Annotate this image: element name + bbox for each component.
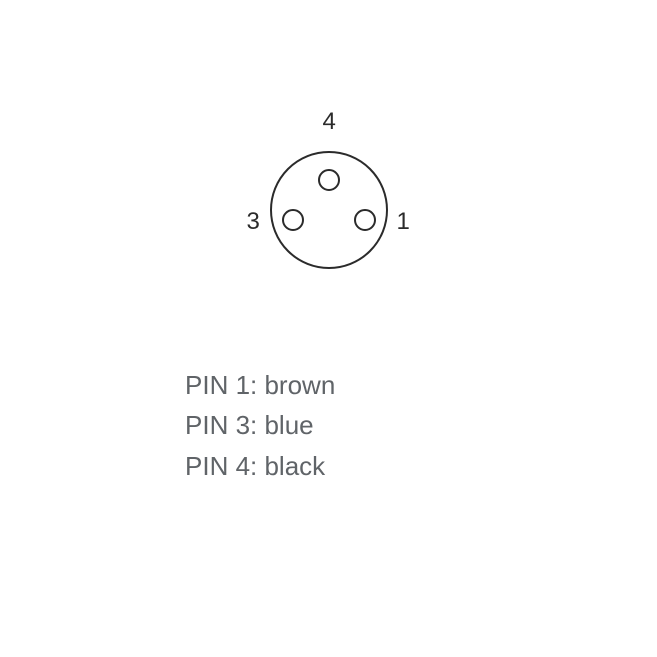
connector-diagram: 1 3 4 — [249, 130, 409, 290]
pin-4-circle — [319, 170, 339, 190]
pin-3-circle — [283, 210, 303, 230]
pin-1-circle — [355, 210, 375, 230]
legend-item-pin-4: PIN 4: black — [185, 446, 335, 486]
legend-item-pin-3: PIN 3: blue — [185, 405, 335, 445]
legend-item-pin-1: PIN 1: brown — [185, 365, 335, 405]
pin-3-label: 3 — [247, 208, 260, 236]
pin-4-label: 4 — [323, 108, 336, 136]
connector-svg — [249, 130, 409, 290]
pin-legend: PIN 1: brown PIN 3: blue PIN 4: black — [185, 365, 335, 486]
pin-1-label: 1 — [397, 208, 410, 236]
